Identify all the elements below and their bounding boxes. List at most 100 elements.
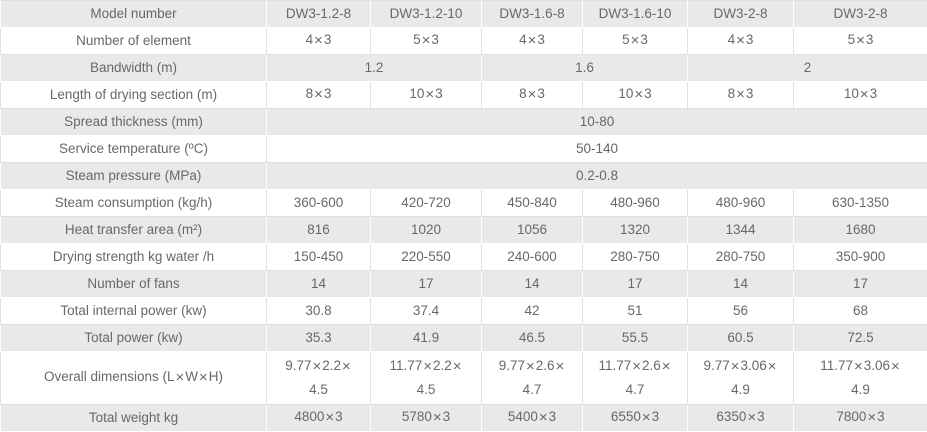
value-cell: 11.77×2.6×4.7 — [583, 352, 688, 405]
value-cell: 14 — [688, 271, 794, 298]
value-cell: 240-600 — [482, 244, 583, 271]
value-cell: 10×3 — [371, 82, 482, 109]
multiply-sign: × — [432, 408, 443, 428]
multiply-sign: × — [525, 355, 536, 379]
value-cell: 420-720 — [371, 190, 482, 217]
multiply-sign: × — [424, 85, 435, 105]
value-cell: 630-1350 — [794, 190, 927, 217]
value-cell: 68 — [794, 298, 927, 325]
value-cell: 60.5 — [688, 325, 794, 352]
value-cell: 10×3 — [794, 82, 927, 109]
value-cell: 2 — [688, 55, 927, 82]
multiply-sign: × — [527, 85, 538, 105]
dimension-line: 4.7 — [487, 379, 577, 401]
value-cell: 1320 — [583, 217, 688, 244]
value-cell: 17 — [794, 271, 927, 298]
row-label: Number of fans — [1, 271, 267, 298]
model-header-cell: DW3-2-8 — [688, 1, 794, 28]
row-label: Drying strength kg water /h — [1, 244, 267, 271]
row-label: Service temperature (ºC) — [1, 136, 267, 163]
multiply-sign: × — [422, 355, 433, 379]
multiply-sign: × — [746, 408, 757, 428]
value-cell: 1344 — [688, 217, 794, 244]
value-cell: 350-900 — [794, 244, 927, 271]
row-label: Spread thickness (mm) — [1, 109, 267, 136]
value-cell: 1020 — [371, 217, 482, 244]
value-cell: 8×3 — [688, 82, 794, 109]
value-cell: 1.2 — [267, 55, 482, 82]
value-cell: 7800×3 — [794, 405, 927, 432]
multiply-sign: × — [866, 408, 877, 428]
value-cell: 8×3 — [482, 82, 583, 109]
value-cell: 1.6 — [482, 55, 688, 82]
value-cell: 0.2-0.8 — [267, 163, 927, 190]
value-cell: 6350×3 — [688, 405, 794, 432]
value-cell: 1056 — [482, 217, 583, 244]
value-cell: 6550×3 — [583, 405, 688, 432]
multiply-sign: × — [555, 355, 566, 379]
table-row: Overall dimensions (L×W×H)9.77×2.2×4.5 11… — [1, 352, 927, 405]
multiply-sign: × — [633, 85, 644, 105]
value-cell: 11.77×3.06×4.9 — [794, 352, 927, 405]
value-cell: 5×3 — [794, 28, 927, 55]
value-cell: 4×3 — [267, 28, 371, 55]
dimension-line: 4.5 — [272, 379, 365, 401]
value-cell: 10×3 — [583, 82, 688, 109]
model-header-cell: DW3-1.6-8 — [482, 1, 583, 28]
model-header-cell: DW3-1.2-8 — [267, 1, 371, 28]
value-cell: 30.8 — [267, 298, 371, 325]
multiply-sign: × — [452, 355, 463, 379]
row-label: Total internal power (kw) — [1, 298, 267, 325]
value-cell: 8×3 — [267, 82, 371, 109]
model-header-cell: DW3-2-8 — [794, 1, 927, 28]
multiply-sign: × — [421, 31, 432, 51]
value-cell: 10-80 — [267, 109, 927, 136]
multiply-sign: × — [735, 31, 746, 51]
value-cell: 37.4 — [371, 298, 482, 325]
value-cell: 280-750 — [583, 244, 688, 271]
multiply-sign: × — [853, 355, 864, 379]
table-row: Service temperature (ºC)50-140 — [1, 136, 927, 163]
row-label: Length of drying section (m) — [1, 82, 267, 109]
dimension-line: 9.77×2.6× — [487, 355, 577, 379]
dimension-line: 11.77×3.06× — [799, 355, 922, 379]
value-cell: 9.77×2.6×4.7 — [482, 352, 583, 405]
multiply-sign: × — [730, 355, 741, 379]
value-cell: 35.3 — [267, 325, 371, 352]
dimension-line: 11.77×2.2× — [376, 355, 476, 379]
value-cell: 280-750 — [688, 244, 794, 271]
multiply-sign: × — [313, 31, 324, 51]
row-label: Overall dimensions (L×W×H) — [1, 352, 267, 405]
value-cell: 56 — [688, 298, 794, 325]
value-cell: 5×3 — [371, 28, 482, 55]
dimension-line: 11.77×2.6× — [588, 355, 682, 379]
row-label: Total power (kw) — [1, 325, 267, 352]
dimension-line: 4.7 — [588, 379, 682, 401]
value-cell: 55.5 — [583, 325, 688, 352]
row-label: Model number — [1, 1, 267, 28]
value-cell: 14 — [482, 271, 583, 298]
value-cell: 5400×3 — [482, 405, 583, 432]
value-cell: 5780×3 — [371, 405, 482, 432]
value-cell: 4800×3 — [267, 405, 371, 432]
value-cell: 51 — [583, 298, 688, 325]
dimension-line: 9.77×2.2× — [272, 355, 365, 379]
value-cell: 50-140 — [267, 136, 927, 163]
multiply-sign: × — [735, 85, 746, 105]
table-row: Spread thickness (mm)10-80 — [1, 109, 927, 136]
dimension-line: 9.77×3.06× — [693, 355, 788, 379]
value-cell: 480-960 — [688, 190, 794, 217]
multiply-sign: × — [661, 355, 672, 379]
multiply-sign: × — [313, 85, 324, 105]
